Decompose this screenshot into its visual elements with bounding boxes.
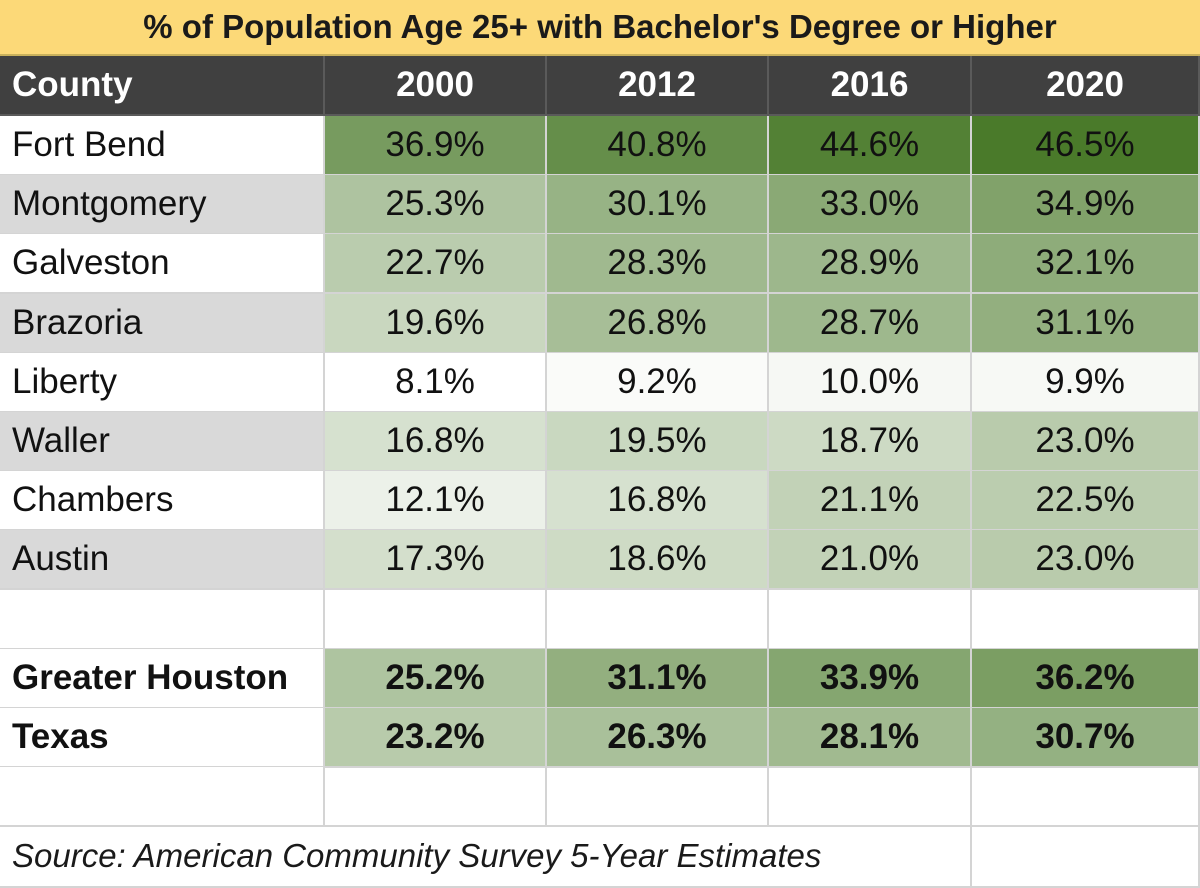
data-cell: 26.3% bbox=[547, 708, 769, 768]
data-cell: 31.1% bbox=[972, 294, 1200, 354]
row-label: Liberty bbox=[0, 353, 325, 413]
data-cell: 17.3% bbox=[325, 530, 547, 590]
data-cell: 21.1% bbox=[769, 471, 972, 531]
data-cell: 19.6% bbox=[325, 294, 547, 354]
data-cell: 34.9% bbox=[972, 175, 1200, 235]
data-cell: 28.1% bbox=[769, 708, 972, 768]
empty-cell bbox=[547, 767, 769, 827]
row-label: Chambers bbox=[0, 471, 325, 531]
data-cell: 30.7% bbox=[972, 708, 1200, 768]
row-label: Texas bbox=[0, 708, 325, 768]
empty-cell bbox=[769, 767, 972, 827]
data-cell: 21.0% bbox=[769, 530, 972, 590]
data-cell: 33.9% bbox=[769, 649, 972, 709]
data-cell: 30.1% bbox=[547, 175, 769, 235]
data-cell: 9.2% bbox=[547, 353, 769, 413]
empty-cell bbox=[972, 826, 1200, 888]
empty-cell bbox=[325, 767, 547, 827]
empty-cell bbox=[0, 590, 325, 650]
data-cell: 25.2% bbox=[325, 649, 547, 709]
empty-cell bbox=[769, 590, 972, 650]
data-cell: 25.3% bbox=[325, 175, 547, 235]
header-year-2020: 2020 bbox=[972, 56, 1200, 116]
data-cell: 12.1% bbox=[325, 471, 547, 531]
data-cell: 16.8% bbox=[325, 412, 547, 472]
row-label: Brazoria bbox=[0, 294, 325, 354]
data-cell: 22.5% bbox=[972, 471, 1200, 531]
row-label: Galveston bbox=[0, 234, 325, 294]
data-cell: 9.9% bbox=[972, 353, 1200, 413]
empty-cell bbox=[547, 590, 769, 650]
data-cell: 8.1% bbox=[325, 353, 547, 413]
data-cell: 31.1% bbox=[547, 649, 769, 709]
row-label: Greater Houston bbox=[0, 649, 325, 709]
data-cell: 33.0% bbox=[769, 175, 972, 235]
row-label: Waller bbox=[0, 412, 325, 472]
table-title: % of Population Age 25+ with Bachelor's … bbox=[0, 0, 1200, 56]
header-year-2016: 2016 bbox=[769, 56, 972, 116]
empty-cell bbox=[972, 767, 1200, 827]
data-cell: 18.6% bbox=[547, 530, 769, 590]
row-label: Austin bbox=[0, 530, 325, 590]
data-cell: 46.5% bbox=[972, 116, 1200, 176]
data-cell: 28.3% bbox=[547, 234, 769, 294]
header-county: County bbox=[0, 56, 325, 116]
empty-cell bbox=[325, 590, 547, 650]
data-cell: 36.2% bbox=[972, 649, 1200, 709]
empty-cell bbox=[972, 590, 1200, 650]
data-cell: 18.7% bbox=[769, 412, 972, 472]
data-cell: 16.8% bbox=[547, 471, 769, 531]
data-cell: 23.0% bbox=[972, 530, 1200, 590]
header-year-2012: 2012 bbox=[547, 56, 769, 116]
data-cell: 40.8% bbox=[547, 116, 769, 176]
data-cell: 28.9% bbox=[769, 234, 972, 294]
data-cell: 36.9% bbox=[325, 116, 547, 176]
header-year-2000: 2000 bbox=[325, 56, 547, 116]
row-label: Montgomery bbox=[0, 175, 325, 235]
data-cell: 26.8% bbox=[547, 294, 769, 354]
data-cell: 28.7% bbox=[769, 294, 972, 354]
data-cell: 44.6% bbox=[769, 116, 972, 176]
empty-cell bbox=[0, 767, 325, 827]
data-cell: 23.2% bbox=[325, 708, 547, 768]
source-note: Source: American Community Survey 5-Year… bbox=[0, 826, 972, 888]
data-cell: 23.0% bbox=[972, 412, 1200, 472]
row-label: Fort Bend bbox=[0, 116, 325, 176]
data-cell: 32.1% bbox=[972, 234, 1200, 294]
data-cell: 22.7% bbox=[325, 234, 547, 294]
data-cell: 19.5% bbox=[547, 412, 769, 472]
data-cell: 10.0% bbox=[769, 353, 972, 413]
